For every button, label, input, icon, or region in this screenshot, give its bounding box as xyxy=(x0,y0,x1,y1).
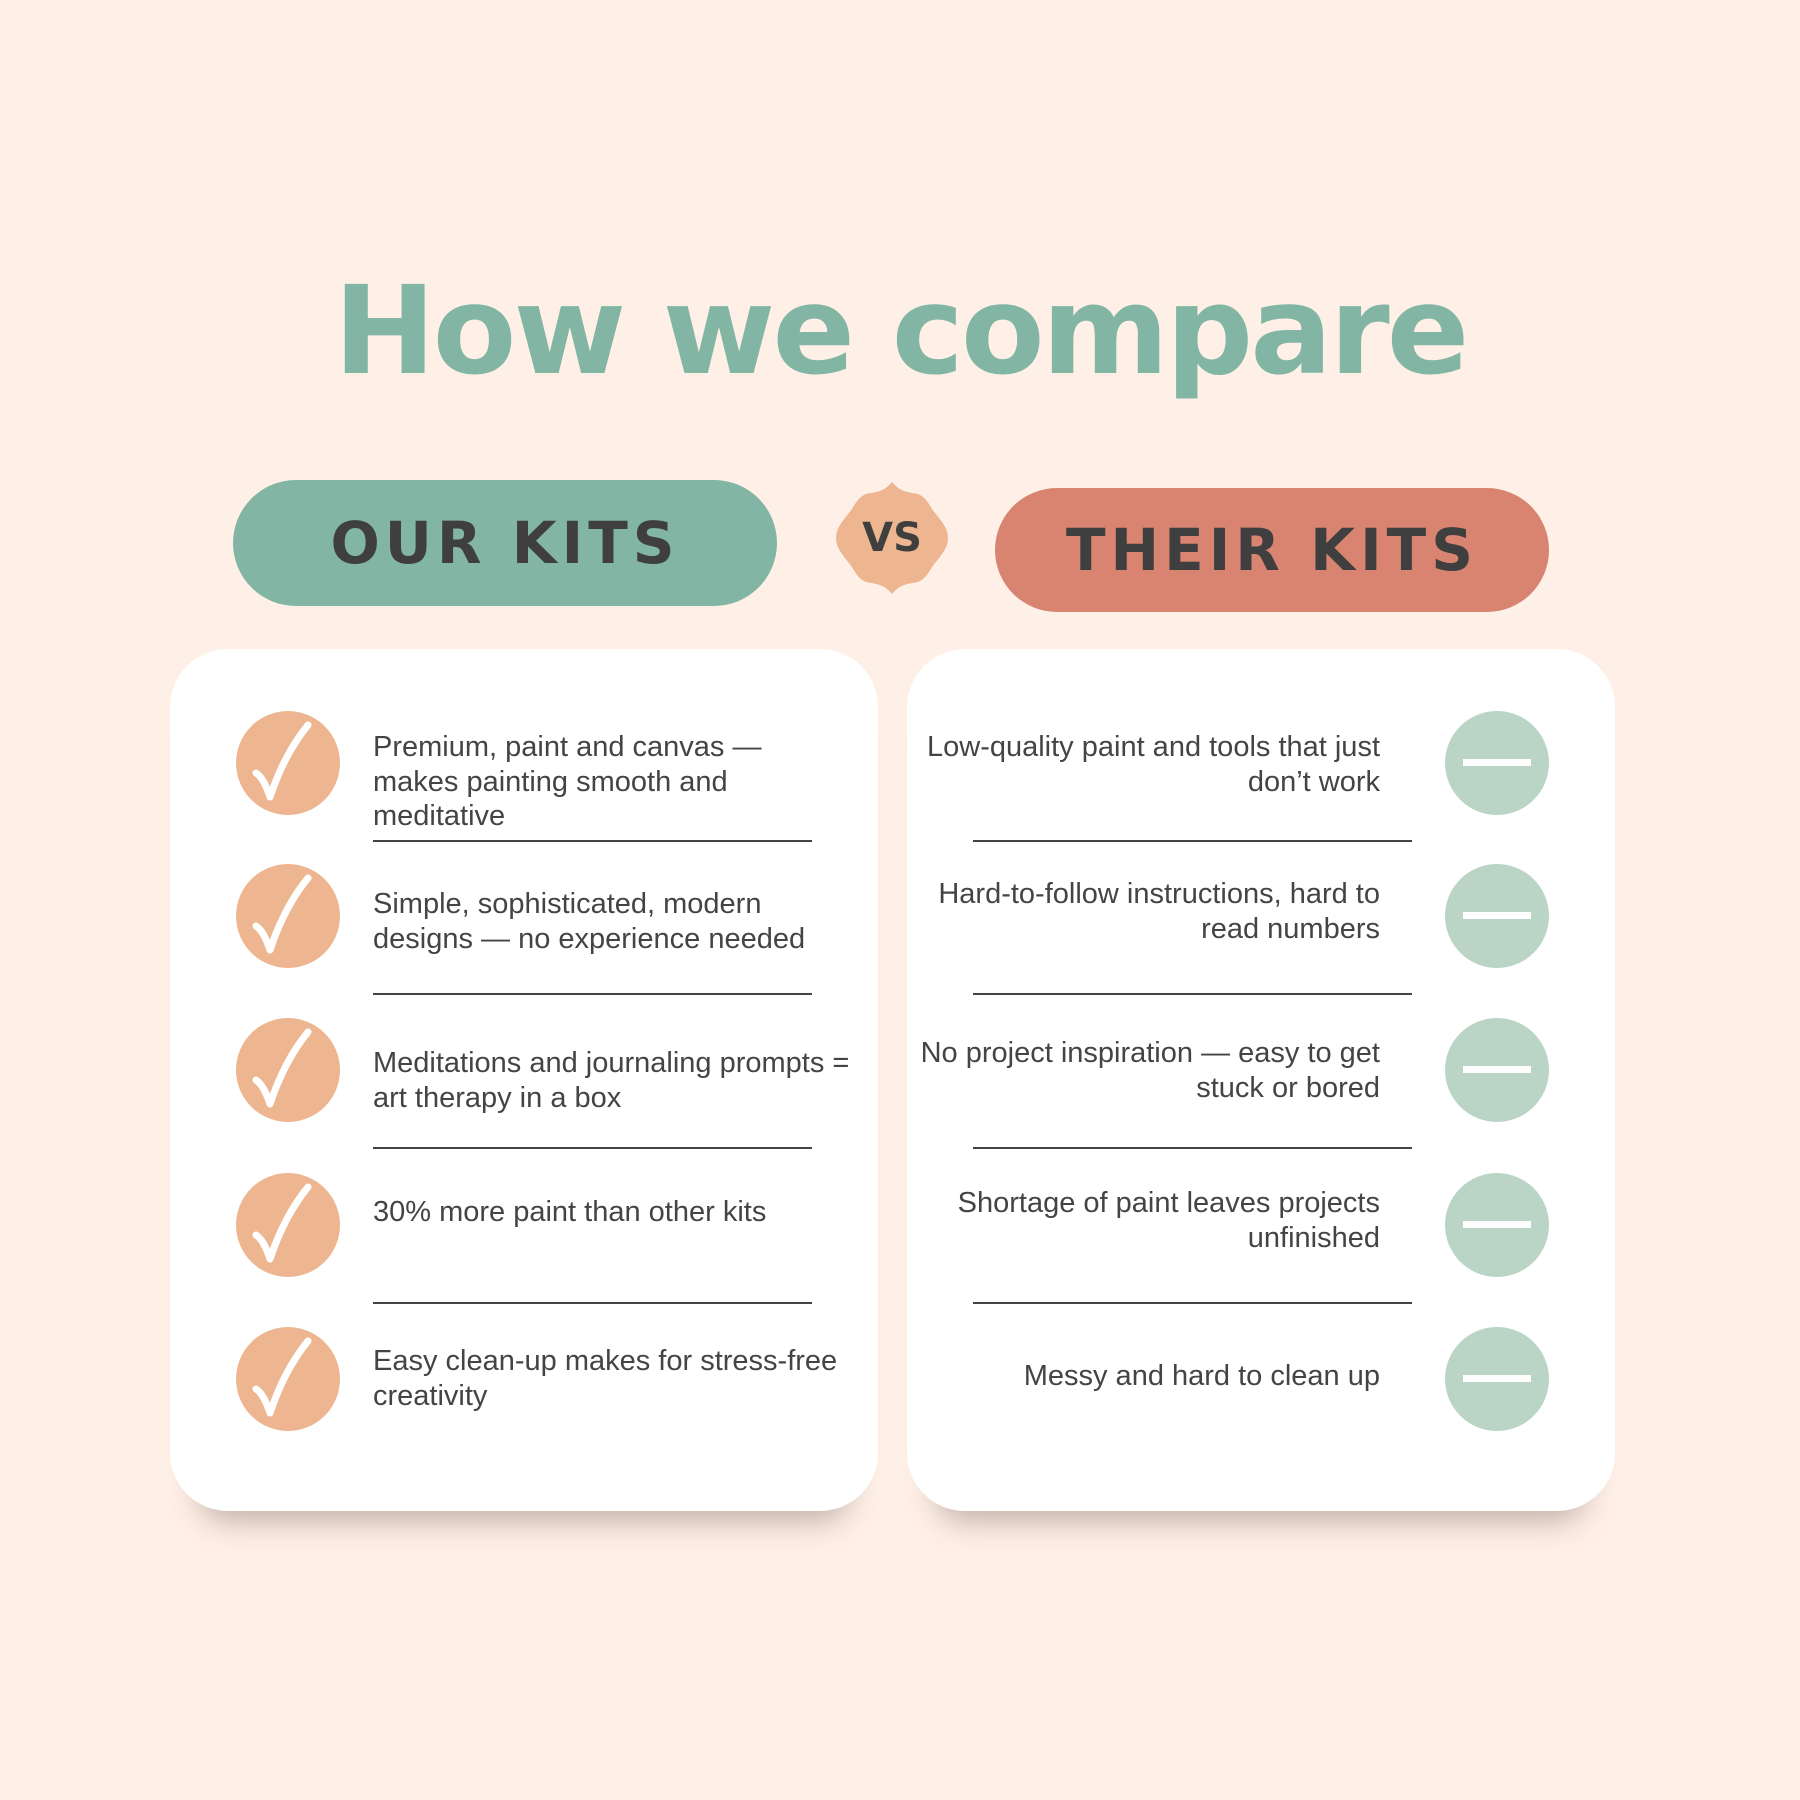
our-kits-item: Simple, sophisticated, modern designs — … xyxy=(373,888,806,955)
badge-icon xyxy=(836,482,948,594)
divider xyxy=(973,840,1412,842)
divider xyxy=(973,1147,1412,1149)
our-kits-item: Premium, paint and canvas — makes painti… xyxy=(373,731,762,832)
divider xyxy=(973,993,1412,995)
minus-icon xyxy=(1445,711,1549,815)
checkmark-icon xyxy=(236,864,340,968)
our-kits-item: Easy clean-up makes for stress-free crea… xyxy=(373,1345,838,1412)
checkmark-icon xyxy=(236,711,340,815)
minus-icon xyxy=(1445,1327,1549,1431)
their-kits-item: Hard-to-follow instructions, hard to rea… xyxy=(938,878,1380,945)
divider xyxy=(973,1302,1412,1304)
our-kits-item: 30% more paint than other kits xyxy=(373,1196,767,1228)
their-kits-item: No project inspiration — easy to get stu… xyxy=(920,1037,1380,1104)
their-kits-item: Low-quality paint and tools that just do… xyxy=(927,731,1380,798)
checkmark-icon xyxy=(236,1173,340,1277)
divider xyxy=(373,993,812,995)
our-kits-header: OUR KITS xyxy=(233,480,777,606)
minus-icon xyxy=(1445,864,1549,968)
divider xyxy=(373,1147,812,1149)
their-kits-item: Shortage of paint leaves projects unfini… xyxy=(957,1187,1380,1254)
divider xyxy=(373,840,812,842)
divider xyxy=(373,1302,812,1304)
page-title: How we compare xyxy=(333,260,1470,402)
checkmark-icon xyxy=(236,1018,340,1122)
their-kits-item: Messy and hard to clean up xyxy=(1023,1360,1380,1392)
their-kits-header: THEIR KITS xyxy=(995,488,1549,612)
our-kits-item: Meditations and journaling prompts = art… xyxy=(373,1047,850,1114)
minus-icon xyxy=(1445,1173,1549,1277)
checkmark-icon xyxy=(236,1327,340,1431)
minus-icon xyxy=(1445,1018,1549,1122)
vs-label: VS xyxy=(862,515,922,561)
vs-badge: VS xyxy=(832,478,952,598)
